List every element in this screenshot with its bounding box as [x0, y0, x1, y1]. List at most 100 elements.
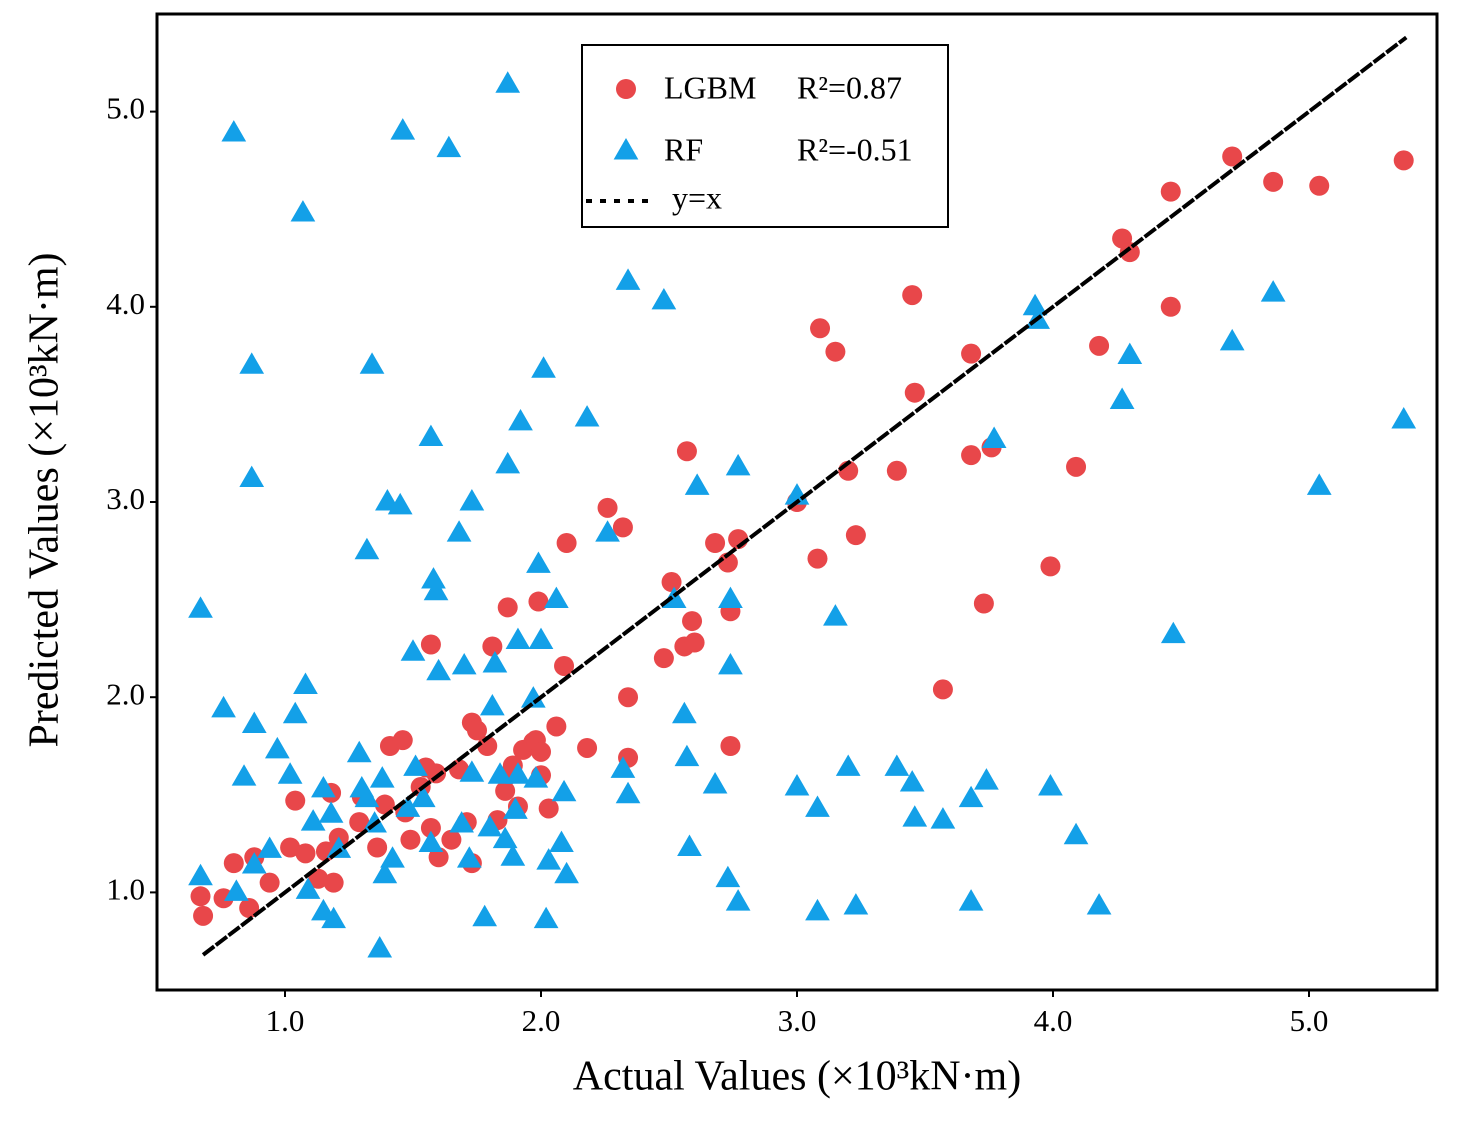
triangle-point [930, 807, 956, 829]
circle-point [886, 460, 907, 481]
y-tick-label: 4.0 [106, 286, 145, 321]
y-axis-label: Predicted Values (×10³kN·m) [22, 252, 68, 747]
y-tick-label: 3.0 [106, 481, 145, 516]
circle-point [1309, 175, 1330, 196]
triangle-point [459, 489, 485, 511]
circle-point [426, 763, 447, 784]
circle-point [420, 634, 441, 655]
triangle-point [684, 473, 710, 495]
triangle-point [221, 120, 247, 142]
triangle-point [257, 836, 282, 858]
y-tick-label: 1.0 [106, 872, 145, 907]
triangle-point [495, 451, 521, 474]
circle-point [392, 730, 413, 751]
triangle-point [459, 760, 485, 782]
triangle-point [451, 652, 477, 675]
circle-point [420, 817, 441, 838]
y-tick-label: 2.0 [106, 676, 145, 711]
triangle-point [264, 736, 290, 759]
triangle-point [958, 889, 984, 911]
circle-point [597, 497, 618, 518]
triangle-point [899, 770, 925, 792]
triangle-point [1086, 893, 1112, 915]
triangle-point [1306, 473, 1332, 495]
circle-point [467, 720, 487, 741]
triangle-point [503, 797, 528, 819]
circle-point [902, 285, 923, 306]
circle-point [400, 829, 421, 850]
circle-point [612, 517, 633, 538]
circle-point [538, 798, 559, 819]
triangle-point [725, 889, 751, 911]
triangle-point [520, 686, 546, 708]
triangle-point [367, 936, 393, 958]
triangle-point [974, 768, 999, 790]
x-tick-label: 5.0 [1290, 1003, 1329, 1038]
triangle-point [290, 200, 316, 222]
triangle-point [533, 906, 559, 929]
triangle-point [531, 356, 556, 378]
circle-point [495, 780, 516, 801]
circle-point [932, 679, 953, 700]
triangle-point [884, 754, 910, 776]
legend-annotation: R²=0.87 [797, 69, 902, 105]
triangle-point [293, 672, 318, 694]
circle-point [618, 687, 639, 708]
triangle-point [326, 836, 352, 858]
circle-point [961, 445, 982, 466]
circle-point [961, 343, 982, 364]
circle-point [308, 868, 329, 889]
triangle-point [346, 740, 372, 763]
circle-point [349, 812, 370, 833]
triangle-point [835, 754, 861, 776]
triangle-point [505, 762, 531, 784]
circle-point [374, 794, 395, 815]
triangle-point [554, 861, 579, 884]
triangle-point [544, 586, 569, 609]
triangle-point [482, 651, 508, 673]
x-tick-label: 1.0 [266, 1003, 305, 1038]
circle-point [676, 441, 697, 462]
triangle-point [224, 879, 249, 901]
circle-point [973, 593, 994, 614]
circle-point [497, 597, 518, 618]
triangle-point [549, 830, 574, 853]
circle-point [1089, 335, 1110, 356]
triangle-point [613, 138, 639, 160]
plot-frame [155, 12, 1439, 992]
circle-point [825, 341, 846, 362]
circle-point [1393, 150, 1414, 171]
circle-point [531, 741, 551, 762]
triangle-point [239, 465, 265, 488]
x-axis-label: Actual Values (×10³kN·m) [573, 1054, 1021, 1100]
triangle-point [715, 865, 741, 888]
triangle-point [702, 772, 728, 794]
legend-label: LGBM [664, 69, 756, 105]
legend-box [581, 44, 949, 228]
circle-point [193, 905, 214, 926]
triangle-point [551, 779, 577, 802]
circle-point [810, 318, 831, 339]
circle-point [1119, 242, 1140, 263]
circle-point [239, 898, 260, 919]
circle-point [682, 611, 703, 632]
triangle-point [526, 551, 551, 573]
triangle-point [981, 426, 1007, 448]
triangle-point [677, 834, 702, 856]
circle-point [477, 736, 498, 756]
triangle-point [1219, 328, 1245, 351]
triangle-point [500, 844, 526, 866]
triangle-point [311, 775, 336, 798]
triangle-point [231, 764, 257, 786]
triangle-point [1117, 342, 1143, 365]
triangle-point [477, 814, 503, 837]
triangle-point [492, 826, 518, 849]
triangle-point [380, 846, 405, 868]
triangle-point [400, 639, 426, 661]
x-tick-label: 2.0 [522, 1003, 561, 1038]
triangle-point [610, 756, 636, 778]
circle-point [1066, 456, 1087, 477]
y-tick-label: 5.0 [106, 91, 145, 126]
circle-point [428, 847, 449, 868]
